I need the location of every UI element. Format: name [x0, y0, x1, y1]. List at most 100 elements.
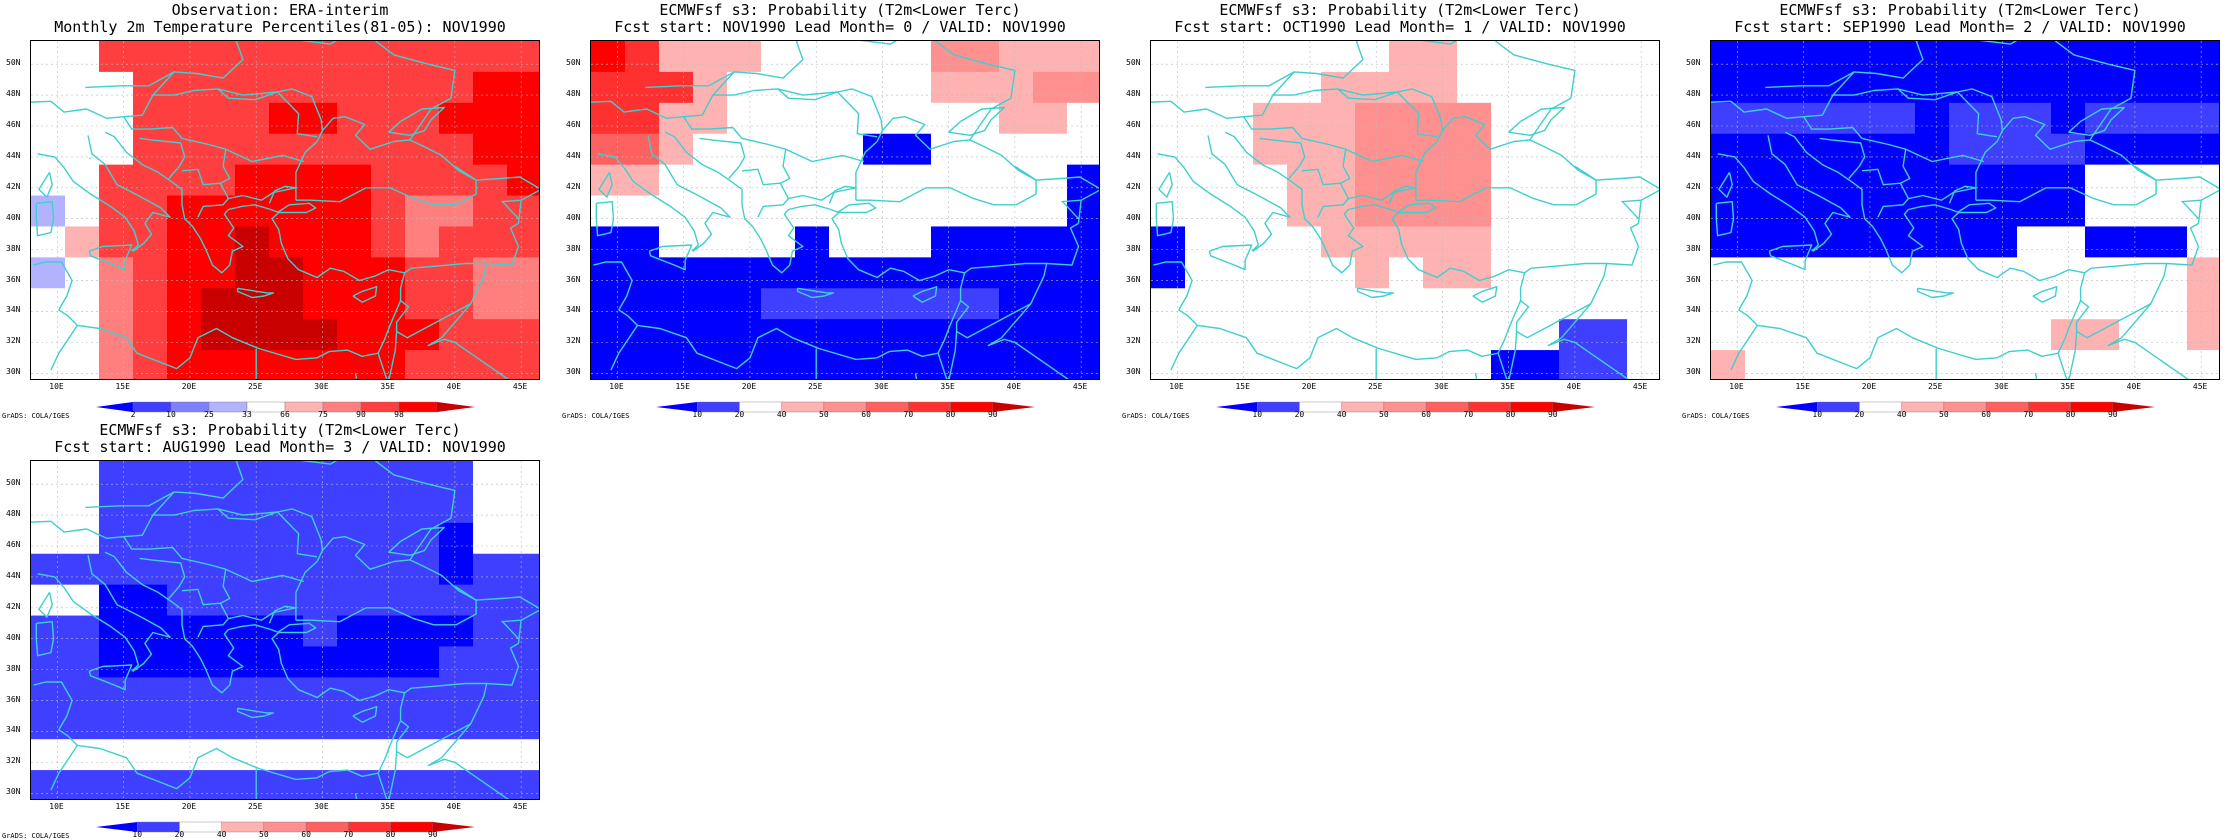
grid-cell [1627, 257, 1659, 289]
lon-tick-label: 30E [314, 802, 329, 811]
grid-cell [2119, 226, 2154, 258]
grid-cell [1745, 133, 1780, 166]
probability-grid-map [591, 41, 1099, 379]
grid-cell [133, 41, 168, 73]
lat-tick-label: 48N [1126, 89, 1141, 99]
grid-cell [2187, 164, 2219, 197]
grid-cell [1915, 133, 1950, 166]
grid-cell [1593, 102, 1628, 135]
grid-cell [371, 226, 406, 258]
grid-cell [1457, 164, 1492, 197]
lon-tick-label: 15E [1795, 382, 1810, 391]
percentile-grid-map [31, 41, 539, 379]
grid-cell [439, 646, 474, 678]
coastline [912, 285, 938, 303]
lon-tick-label: 30E [874, 382, 889, 391]
grid-cell [1559, 41, 1594, 73]
coastline [1272, 71, 1295, 96]
grid-cell [235, 491, 270, 524]
grid-cell [507, 71, 539, 104]
grid-cell [303, 461, 338, 493]
colorbar-label: 10 [1812, 410, 1823, 419]
grid-cell [65, 584, 100, 617]
colorbar-swatch [437, 402, 475, 412]
grid-cell [235, 288, 270, 320]
grid-cell [473, 708, 508, 740]
grid-cell [1949, 288, 1984, 320]
lat-tick-label: 48N [566, 89, 581, 99]
grid-cell [2017, 133, 2052, 166]
grid-cell [693, 164, 728, 197]
grid-cell [1745, 350, 1780, 379]
coastline [855, 115, 1037, 206]
lon-tick-label: 20E [1301, 382, 1317, 391]
grid-cell [1287, 41, 1322, 73]
grid-cell [99, 319, 134, 351]
grid-cell [965, 319, 1000, 351]
colorbar-label: 25 [204, 410, 214, 419]
grid-cell [133, 195, 168, 228]
grid-cell [1813, 133, 1848, 166]
grid-cell [1559, 164, 1594, 197]
grid-cell [473, 522, 508, 555]
grid-cell [829, 319, 864, 351]
grid-cell [863, 350, 898, 379]
grid-cell [31, 102, 66, 135]
grid-cell [133, 71, 168, 104]
coastline [1730, 325, 1758, 371]
grid-cell [303, 41, 338, 73]
grid-cell [591, 71, 626, 104]
grid-cell [507, 288, 539, 320]
panel-subtitle: Monthly 2m Temperature Percentiles(81-05… [54, 18, 506, 36]
lon-tick-label: 40E [1006, 382, 1022, 391]
grid-cell [371, 522, 406, 555]
grid-cell [1847, 288, 1882, 320]
grid-cell [473, 677, 508, 709]
grid-cell [999, 195, 1034, 228]
grid-cell [1355, 226, 1390, 258]
grid-cell [269, 677, 304, 709]
grid-cell [761, 288, 796, 320]
grid-cell [897, 41, 932, 73]
lat-tick-label: 50N [1686, 58, 1701, 68]
grid-cell [829, 41, 864, 73]
grid-cell [65, 615, 100, 648]
grid-cell [99, 41, 134, 73]
grid-cell [235, 615, 270, 648]
grid-cell [405, 195, 440, 228]
colorbar-label: 75 [318, 410, 328, 419]
colorbar-label: 98 [394, 410, 404, 419]
grid-cell [99, 677, 134, 709]
grid-cell [863, 71, 898, 104]
grid-cell [473, 71, 508, 104]
grid-cell [167, 319, 202, 351]
grid-cell [1711, 71, 1746, 104]
grid-cell [591, 319, 626, 351]
grid-cell [167, 288, 202, 320]
grid-cell [659, 71, 694, 104]
grid-cell [1593, 288, 1628, 320]
grid-cell [1915, 102, 1950, 135]
colorbar-label: 40 [216, 830, 227, 839]
grid-cell [167, 739, 202, 771]
grid-cell [999, 102, 1034, 135]
grid-cell [31, 133, 66, 166]
coastline [1301, 168, 1350, 218]
grid-cell [1067, 319, 1099, 351]
lat-tick-label: 48N [1686, 89, 1701, 99]
grid-cell [65, 102, 100, 135]
grid-cell [31, 770, 66, 799]
grid-cell [65, 350, 100, 379]
grid-cell [693, 288, 728, 320]
grid-cell [235, 770, 270, 799]
coastline [1243, 116, 1425, 163]
lon-tick-label: 25E [247, 802, 263, 811]
lon-tick-label: 20E [1861, 382, 1877, 391]
colorbar-label: 90 [427, 830, 438, 839]
grid-cell [201, 461, 236, 493]
grid-cell [371, 102, 406, 135]
grid-cell [1525, 71, 1560, 104]
coastline [427, 683, 509, 799]
grid-cell [405, 288, 440, 320]
grid-cell [1779, 41, 1814, 73]
